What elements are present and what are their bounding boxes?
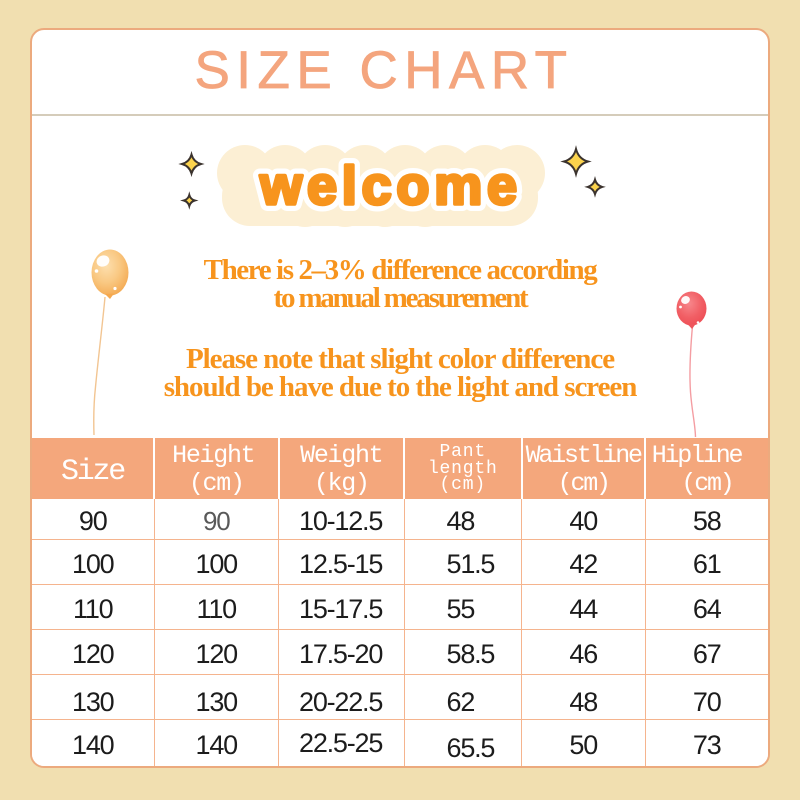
svg-text:welcome: welcome — [259, 156, 522, 216]
svg-text:welcome: welcome — [259, 156, 522, 216]
